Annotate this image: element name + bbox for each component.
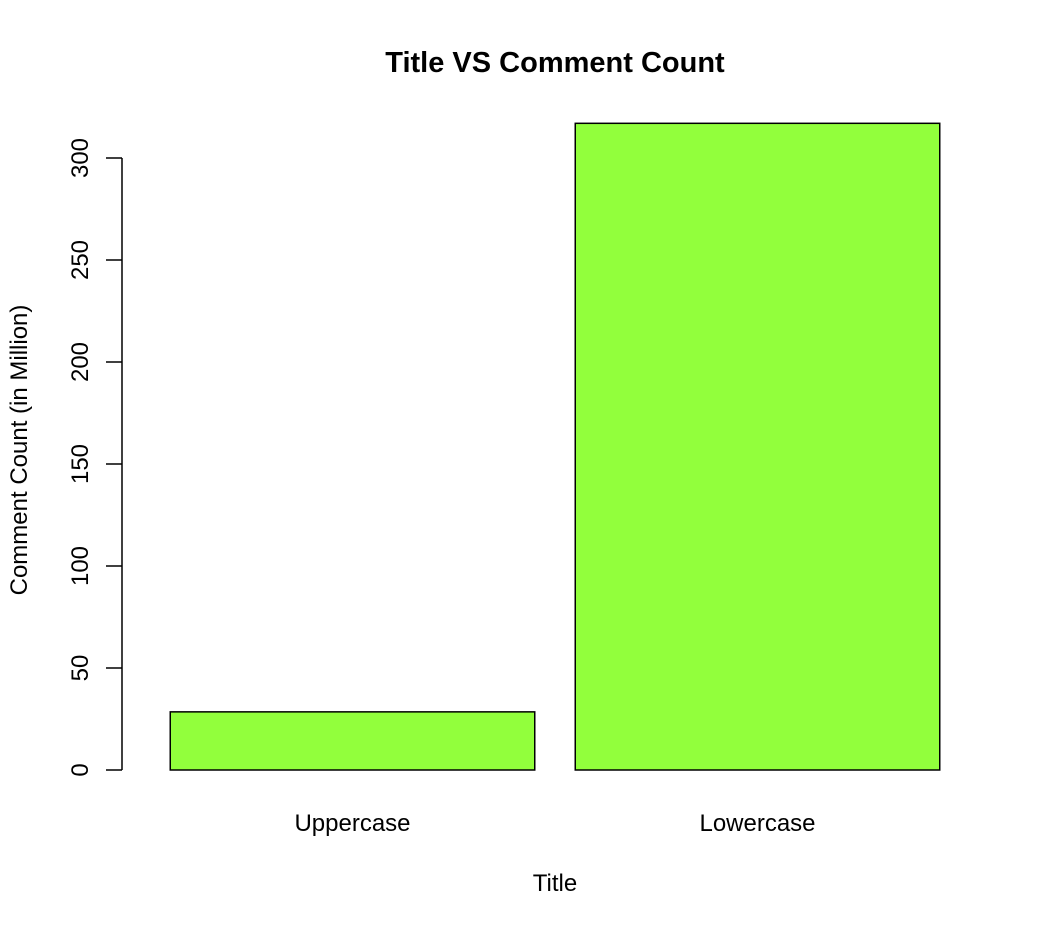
y-tick-label: 250 (67, 240, 94, 280)
x-tick-label: Lowercase (699, 810, 815, 837)
y-tick-label: 150 (67, 444, 94, 484)
y-axis-label: Comment Count (in Million) (6, 305, 33, 596)
y-tick-label: 0 (67, 763, 94, 776)
bar-uppercase (169, 711, 536, 771)
chart-title: Title VS Comment Count (385, 47, 725, 79)
y-tick-label: 100 (67, 546, 94, 586)
x-tick-label: Uppercase (294, 810, 410, 837)
bar-lowercase (574, 122, 941, 771)
bars-group (169, 122, 941, 771)
y-tick-label: 200 (67, 342, 94, 382)
y-tick-label: 50 (67, 655, 94, 682)
x-axis-label: Title (533, 870, 577, 897)
y-axis: 0 50 100 150 200 250 300 (67, 138, 123, 777)
y-tick-label: 300 (67, 138, 94, 178)
x-tick-labels: Uppercase Lowercase (294, 810, 815, 837)
